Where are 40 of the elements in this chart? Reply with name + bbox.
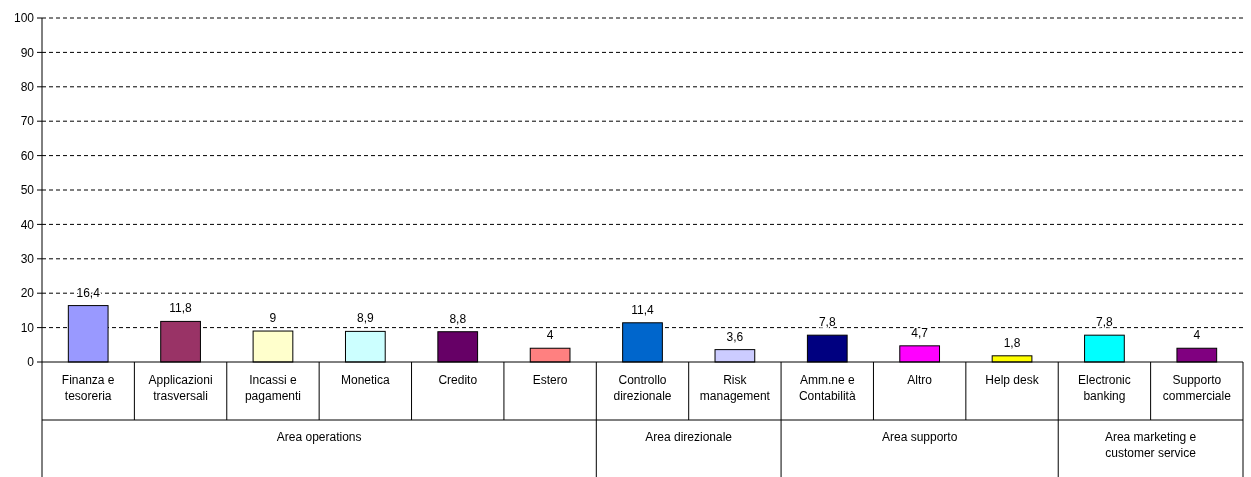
x-tick-label: Incassi e pagamenti <box>244 373 301 403</box>
x-tick-label: Credito <box>438 373 478 387</box>
data-label: 11,4 <box>631 302 655 317</box>
text: Area operations <box>276 430 362 444</box>
y-tick-label: 80 <box>20 80 35 94</box>
data-label: 7,8 <box>818 315 836 330</box>
y-tick-label: 40 <box>20 217 35 232</box>
data-label: 4 <box>1193 328 1201 343</box>
text: Area marketing e customer service <box>1104 430 1197 460</box>
data-label: 3,6 <box>726 329 744 344</box>
y-tick-label: 10 <box>20 320 35 335</box>
y-tick-label: 70 <box>20 114 35 129</box>
data-label: 11,8 <box>169 301 193 316</box>
x-tick-label: Controllo direzionale <box>613 373 672 403</box>
x-tick-label: Electronic banking <box>1078 373 1131 403</box>
y-tick-label: 20 <box>20 286 35 301</box>
data-label: 4,7 <box>911 325 929 340</box>
x-tick-label: Altro <box>907 373 933 387</box>
x-tick-label: Help desk <box>985 373 1040 387</box>
y-tick-label: 90 <box>20 45 35 60</box>
data-label: 4 <box>546 328 554 343</box>
data-label: 8,9 <box>357 311 375 326</box>
y-tick-label: 30 <box>20 252 35 266</box>
x-tick-label: Monetica <box>340 373 391 387</box>
data-label: 9 <box>269 311 277 326</box>
data-label: 1,8 <box>1003 335 1021 350</box>
y-tick-label: 100 <box>13 11 35 26</box>
y-tick-label: 0 <box>27 355 35 370</box>
x-tick-label: Supporto commerciale <box>1162 373 1232 403</box>
x-tick-label: Amm.ne e Contabilità <box>798 373 856 403</box>
data-label: 7,8 <box>1096 315 1114 330</box>
x-tick-label: Estero <box>532 373 568 387</box>
text: Area supporto <box>881 430 958 444</box>
x-tick-label: Applicazioni trasversali <box>148 373 213 403</box>
data-label: 8,8 <box>449 311 467 326</box>
x-tick-label: Risk management <box>699 373 771 403</box>
x-tick-label: Finanza e tesoreria <box>61 373 115 403</box>
y-tick-label: 60 <box>20 148 35 163</box>
text: Area direzionale <box>645 430 733 444</box>
y-tick-label: 50 <box>20 183 35 198</box>
